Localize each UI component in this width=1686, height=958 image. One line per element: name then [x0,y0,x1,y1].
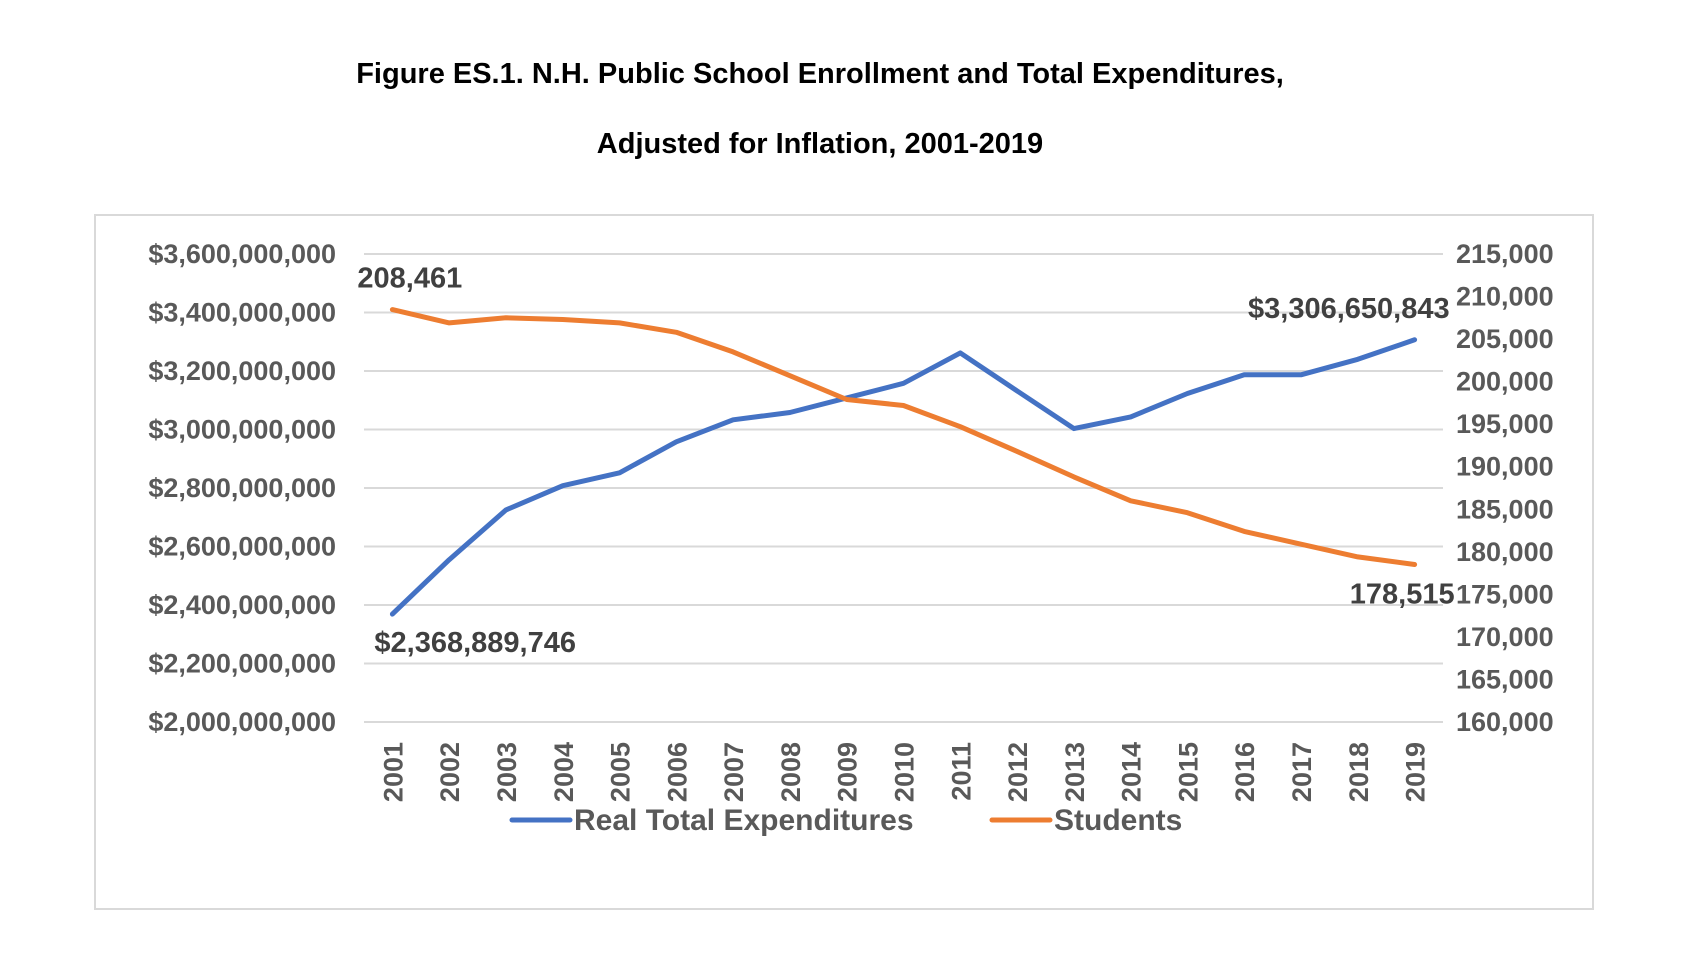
left-tick-label: $3,200,000,000 [148,356,336,386]
right-tick-label: 185,000 [1456,494,1554,524]
x-tick-label: 2009 [833,742,863,802]
right-tick-label: 195,000 [1456,409,1554,439]
x-tick-label: 2015 [1173,742,1203,802]
left-tick-label: $3,400,000,000 [148,298,336,328]
chart-frame: $3,600,000,000 $3,400,000,000 $3,200,000,0… [94,214,1594,910]
legend-label: Students [1054,804,1182,837]
data-label: 208,461 [357,263,462,295]
x-tick-label: 2019 [1401,742,1431,802]
x-tick-label: 2006 [662,742,692,802]
series-line-1 [389,307,1418,567]
series-lines [389,307,1418,617]
data-labels: $2,368,889,746 $3,306,650,843 208,461 178,5… [357,263,1454,659]
left-tick-label: $2,000,000,000 [148,707,336,737]
x-tick-label: 2014 [1117,742,1147,802]
series-line-0 [389,337,1418,617]
right-tick-label: 165,000 [1456,664,1554,694]
right-tick-label: 160,000 [1456,707,1554,737]
right-tick-label: 170,000 [1456,622,1554,652]
right-y-axis: 215,000 210,000 205,000 200,000 195,000 190,0… [1456,239,1554,737]
left-tick-label: $2,800,000,000 [148,473,336,503]
data-label: 178,515 [1350,578,1455,610]
x-tick-label: 2005 [606,742,636,802]
x-tick-label: 2011 [946,742,976,801]
x-tick-label: 2007 [719,742,749,802]
x-tick-label: 2008 [776,742,806,802]
x-tick-label: 2012 [1003,742,1033,802]
chart-title: Figure ES.1. N.H. Public School Enrollme… [356,58,1284,90]
left-tick-label: $2,400,000,000 [148,590,336,620]
right-tick-label: 205,000 [1456,324,1554,354]
right-tick-label: 215,000 [1456,239,1554,269]
left-tick-label: $2,200,000,000 [148,649,336,679]
x-tick-label: 2016 [1230,742,1260,802]
x-tick-label: 2002 [435,742,465,802]
left-tick-label: $2,600,000,000 [148,532,336,562]
chart-subtitle: Adjusted for Inflation, 2001-2019 [596,128,1044,160]
left-tick-label: $3,600,000,000 [148,239,336,269]
right-tick-label: 175,000 [1456,579,1554,609]
right-tick-label: 200,000 [1456,367,1554,397]
x-axis: 2001 2002 2003 2004 2005 2006 2007 2008 2009 2010… [378,742,1430,802]
x-tick-label: 2004 [549,742,579,802]
legend-label: Real Total Expenditures [574,804,914,837]
data-label: $3,306,650,843 [1248,293,1450,325]
right-tick-label: 190,000 [1456,452,1554,482]
left-y-axis: $3,600,000,000 $3,400,000,000 $3,200,000,0… [148,239,336,737]
right-tick-label: 180,000 [1456,537,1554,567]
x-tick-label: 2018 [1344,742,1374,802]
x-tick-label: 2017 [1287,742,1317,802]
legend: Real Total Expenditures Students [509,804,1182,837]
x-tick-label: 2003 [492,742,522,802]
line-chart: $3,600,000,000 $3,400,000,000 $3,200,000,0… [148,239,1554,837]
left-tick-label: $3,000,000,000 [148,415,336,445]
x-tick-label: 2001 [378,742,408,802]
x-tick-label: 2010 [890,742,920,802]
x-tick-label: 2013 [1060,742,1090,802]
right-tick-label: 210,000 [1456,282,1554,312]
data-label: $2,368,889,746 [374,627,576,659]
gridlines [364,253,1443,723]
